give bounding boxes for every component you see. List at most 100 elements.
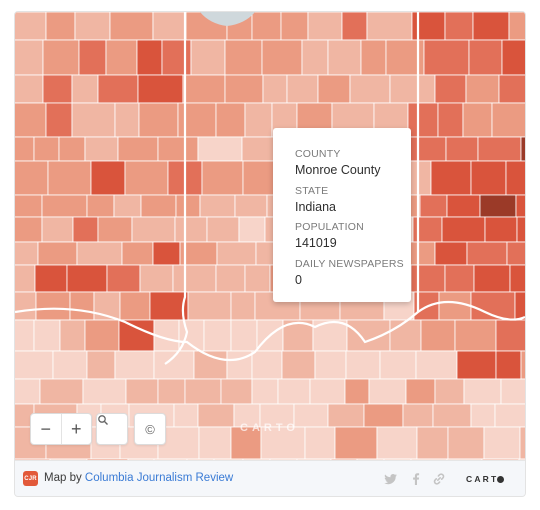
county-shape[interactable]	[15, 350, 54, 380]
county-shape[interactable]	[447, 426, 485, 460]
county-shape[interactable]	[506, 241, 525, 266]
county-shape[interactable]	[198, 426, 232, 460]
county-shape[interactable]	[463, 378, 502, 405]
county-shape[interactable]	[242, 458, 271, 460]
county-shape[interactable]	[383, 458, 412, 460]
county-shape[interactable]	[59, 319, 86, 352]
county-shape[interactable]	[34, 264, 68, 293]
county-shape[interactable]	[419, 194, 448, 218]
county-shape[interactable]	[136, 39, 163, 76]
county-shape[interactable]	[15, 264, 36, 293]
county-shape[interactable]	[334, 426, 378, 460]
county-shape[interactable]	[314, 350, 347, 380]
facebook-icon[interactable]	[408, 471, 424, 487]
county-shape[interactable]	[15, 378, 41, 405]
county-shape[interactable]	[269, 458, 298, 460]
county-shape[interactable]	[15, 12, 47, 41]
county-shape[interactable]	[184, 378, 222, 405]
county-layer[interactable]	[15, 12, 525, 460]
county-shape[interactable]	[97, 216, 133, 243]
county-shape[interactable]	[520, 136, 525, 162]
county-shape[interactable]	[41, 194, 88, 218]
county-shape[interactable]	[360, 39, 387, 76]
county-shape[interactable]	[518, 458, 525, 460]
county-shape[interactable]	[49, 458, 88, 460]
county-shape[interactable]	[220, 378, 253, 405]
county-shape[interactable]	[15, 458, 51, 460]
county-shape[interactable]	[462, 102, 493, 138]
county-shape[interactable]	[78, 39, 107, 76]
county-shape[interactable]	[15, 39, 44, 76]
county-shape[interactable]	[410, 264, 446, 293]
county-shape[interactable]	[415, 350, 458, 380]
county-shape[interactable]	[405, 378, 436, 405]
county-shape[interactable]	[420, 319, 456, 352]
county-shape[interactable]	[153, 458, 188, 460]
county-shape[interactable]	[106, 264, 141, 293]
county-shape[interactable]	[124, 160, 169, 196]
county-shape[interactable]	[293, 403, 329, 428]
county-shape[interactable]	[434, 241, 468, 266]
attribution-button[interactable]: ©	[134, 413, 166, 445]
county-shape[interactable]	[66, 264, 108, 293]
twitter-icon[interactable]	[383, 471, 399, 487]
county-shape[interactable]	[444, 264, 475, 293]
county-shape[interactable]	[177, 102, 217, 138]
county-shape[interactable]	[260, 426, 306, 460]
county-shape[interactable]	[15, 74, 44, 104]
county-shape[interactable]	[376, 426, 418, 460]
county-shape[interactable]	[261, 39, 303, 76]
county-shape[interactable]	[114, 102, 140, 138]
county-shape[interactable]	[71, 102, 116, 138]
county-shape[interactable]	[514, 291, 525, 321]
county-shape[interactable]	[251, 378, 279, 405]
county-shape[interactable]	[224, 74, 264, 104]
county-shape[interactable]	[501, 39, 525, 76]
county-shape[interactable]	[224, 39, 263, 76]
county-shape[interactable]	[187, 291, 232, 321]
county-shape[interactable]	[301, 39, 329, 76]
county-shape[interactable]	[105, 39, 138, 76]
county-shape[interactable]	[113, 194, 142, 218]
county-shape[interactable]	[201, 160, 244, 196]
county-shape[interactable]	[366, 12, 413, 41]
county-shape[interactable]	[137, 74, 184, 104]
county-shape[interactable]	[121, 241, 154, 266]
county-shape[interactable]	[37, 241, 78, 266]
county-shape[interactable]	[345, 350, 381, 380]
county-shape[interactable]	[465, 74, 500, 104]
county-shape[interactable]	[363, 403, 404, 428]
county-shape[interactable]	[432, 403, 472, 428]
county-shape[interactable]	[234, 194, 268, 218]
county-shape[interactable]	[244, 264, 271, 293]
county-shape[interactable]	[251, 350, 283, 380]
county-shape[interactable]	[175, 194, 201, 218]
county-shape[interactable]	[15, 319, 35, 352]
county-shape[interactable]	[244, 102, 273, 138]
county-shape[interactable]	[389, 74, 436, 104]
county-shape[interactable]	[508, 12, 525, 41]
county-shape[interactable]	[230, 319, 258, 352]
county-shape[interactable]	[172, 264, 217, 293]
county-shape[interactable]	[484, 216, 518, 243]
county-shape[interactable]	[495, 319, 525, 352]
county-shape[interactable]	[161, 39, 192, 76]
zoom-out-button[interactable]: −	[40, 418, 51, 439]
county-shape[interactable]	[280, 12, 309, 41]
county-shape[interactable]	[42, 39, 80, 76]
county-shape[interactable]	[423, 39, 470, 76]
county-shape[interactable]	[470, 160, 507, 196]
county-shape[interactable]	[456, 350, 497, 380]
county-shape[interactable]	[356, 458, 385, 460]
county-shape[interactable]	[138, 102, 179, 138]
cjr-link[interactable]: Columbia Journalism Review	[84, 472, 234, 484]
county-shape[interactable]	[69, 291, 95, 321]
county-shape[interactable]	[481, 458, 520, 460]
county-shape[interactable]	[251, 12, 282, 41]
county-shape[interactable]	[281, 350, 316, 380]
county-shape[interactable]	[213, 458, 244, 460]
county-shape[interactable]	[349, 74, 391, 104]
county-shape[interactable]	[86, 458, 129, 460]
county-shape[interactable]	[379, 350, 417, 380]
county-shape[interactable]	[119, 291, 151, 321]
